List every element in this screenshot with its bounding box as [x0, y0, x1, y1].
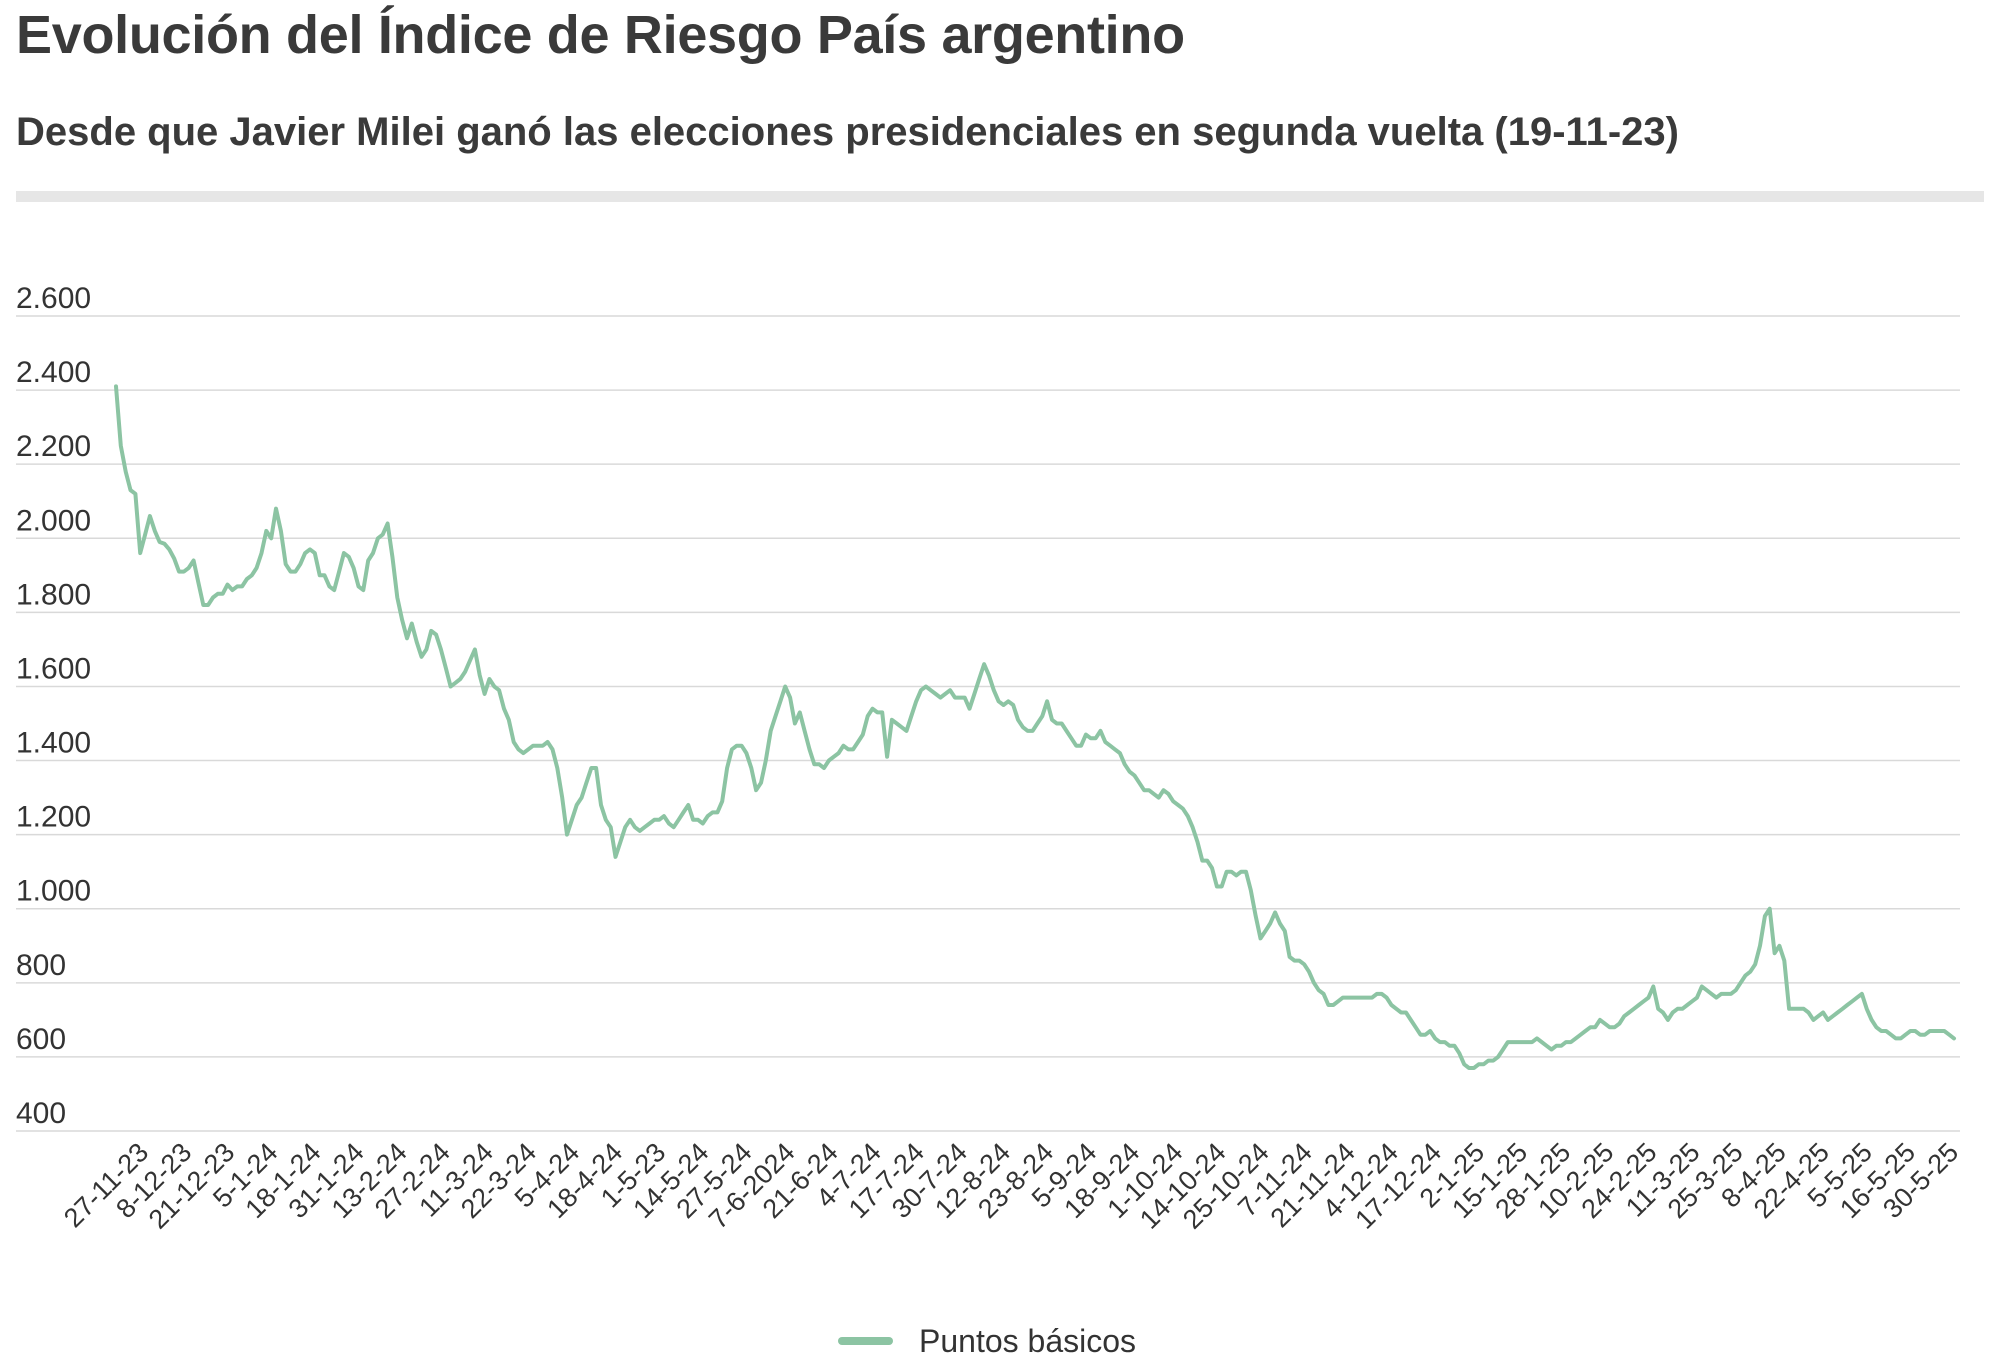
gridlines [16, 315, 1960, 1132]
y-tick-label: 2.000 [16, 504, 91, 537]
y-tick-label: 1.400 [16, 727, 91, 760]
y-tick-label: 1.800 [16, 578, 91, 611]
legend[interactable]: Puntos básicos [838, 1323, 1137, 1359]
y-axis: 400 600 800 1.000 1.200 1.400 1.600 1.800 2.000 2… [16, 282, 91, 1130]
y-tick-label: 2.400 [16, 356, 91, 389]
y-tick-label: 2.200 [16, 430, 91, 463]
y-tick-label: 400 [16, 1097, 66, 1130]
x-axis: 27-11-238-12-2321-12-235-1-2418-1-2431-1… [58, 1137, 1964, 1235]
legend-label: Puntos básicos [919, 1323, 1137, 1359]
y-tick-label: 1.000 [16, 875, 91, 908]
y-tick-label: 2.600 [16, 282, 91, 315]
y-tick-label: 800 [16, 949, 66, 982]
y-tick-label: 1.600 [16, 652, 91, 685]
chart-subtitle: Desde que Javier Milei ganó las eleccion… [16, 110, 1679, 154]
series-line-puntos-basicos [114, 384, 1956, 1070]
title-divider [16, 191, 1984, 202]
chart-title: Evolución del Índice de Riesgo País arge… [16, 5, 1185, 65]
line-chart: 400 600 800 1.000 1.200 1.400 1.600 1.800 2.000 2… [16, 282, 1964, 1235]
legend-swatch [838, 1337, 893, 1345]
y-tick-label: 1.200 [16, 801, 91, 834]
y-tick-label: 600 [16, 1023, 66, 1056]
